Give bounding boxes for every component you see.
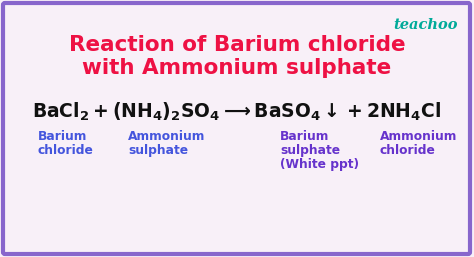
Text: chloride: chloride	[380, 144, 436, 157]
Text: sulphate: sulphate	[128, 144, 188, 157]
Text: Barium: Barium	[280, 130, 329, 143]
Text: (White ppt): (White ppt)	[280, 158, 359, 171]
Text: teachoo: teachoo	[393, 18, 458, 32]
FancyBboxPatch shape	[3, 3, 470, 254]
Text: Ammonium: Ammonium	[380, 130, 457, 143]
Text: chloride: chloride	[38, 144, 94, 157]
Text: sulphate: sulphate	[280, 144, 340, 157]
Text: Reaction of Barium chloride: Reaction of Barium chloride	[69, 35, 405, 55]
Text: Ammonium: Ammonium	[128, 130, 205, 143]
Text: Barium: Barium	[38, 130, 87, 143]
Text: with Ammonium sulphate: with Ammonium sulphate	[82, 58, 392, 78]
Text: $\bf{BaCl_2 + (NH_4)_2SO_4 \longrightarrow BaSO_4{\downarrow}+ 2NH_4Cl}$: $\bf{BaCl_2 + (NH_4)_2SO_4 \longrightarr…	[33, 101, 441, 123]
